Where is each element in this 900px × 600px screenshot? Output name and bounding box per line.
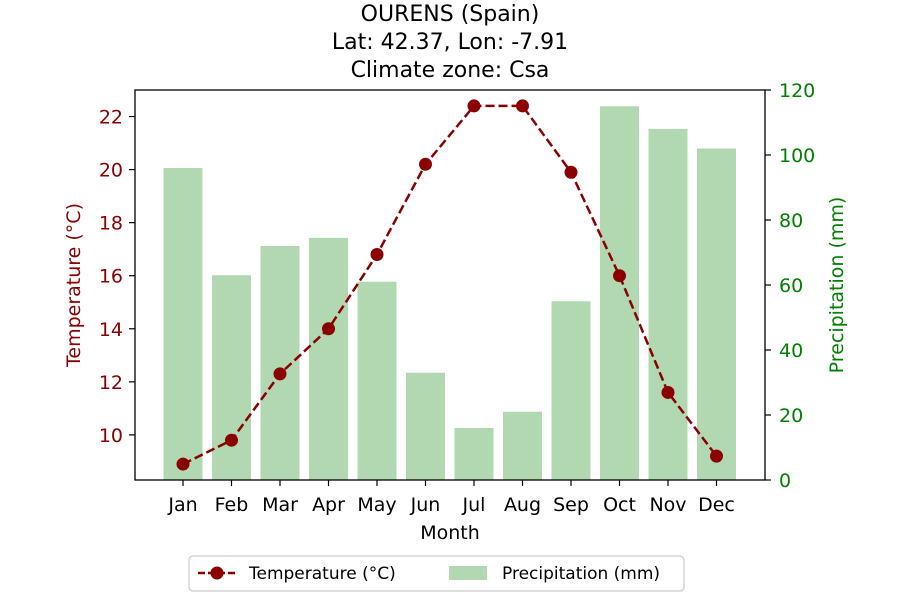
precip-bar-jan: [163, 168, 203, 480]
precip-bar-may: [357, 281, 397, 480]
legend-box: [188, 555, 685, 592]
y-right-tick-label-0: 0: [779, 470, 791, 492]
temp-point-nov: [661, 385, 675, 399]
temp-point-dec: [710, 449, 723, 463]
x-tick-label-jul: Jul: [462, 494, 486, 516]
chart-title: OURENS (Spain) Lat: 42.37, Lon: -7.91 Cl…: [332, 2, 568, 83]
legend: Temperature (°C) Precipitation (mm): [188, 555, 685, 592]
y-left-tick-label-16: 16: [99, 266, 123, 288]
precip-bar-jun: [406, 372, 445, 480]
x-tick-label-jun: Jun: [410, 494, 441, 516]
y-left-tick-label-14: 14: [99, 319, 123, 341]
temp-point-feb: [225, 433, 238, 447]
precip-bar-aug: [503, 411, 542, 480]
temperature-series-line: [182, 104, 718, 466]
x-tick-label-aug: Aug: [504, 494, 541, 516]
legend-temperature-marker-icon: [210, 566, 224, 580]
x-axis: Jan Feb Mar Apr May Jun Jul Aug Sep Oct Nov Dec: [167, 480, 735, 516]
precip-bar-nov: [648, 129, 688, 480]
y-axis-right-label: Precipitation (mm): [826, 197, 848, 374]
y-axis-right: 0 20 40 60 80 100 120: [765, 80, 815, 492]
y-right-tick-label-100: 100: [779, 145, 815, 167]
y-right-tick-label-80: 80: [779, 210, 803, 232]
y-right-tick-label-40: 40: [779, 340, 803, 362]
temp-point-may: [370, 247, 384, 261]
temp-point-jul: [467, 99, 481, 113]
temp-point-jan: [176, 457, 190, 471]
precip-bar-oct: [600, 106, 639, 480]
temp-point-oct: [613, 269, 626, 283]
precip-bar-feb: [212, 275, 251, 480]
legend-precipitation-label: Precipitation (mm): [502, 564, 660, 584]
y-right-tick-label-20: 20: [779, 405, 803, 427]
y-left-tick-label-20: 20: [99, 160, 123, 182]
x-tick-label-sep: Sep: [553, 494, 589, 516]
x-axis-label: Month: [420, 522, 480, 544]
legend-temperature-label: Temperature (°C): [248, 564, 396, 584]
x-tick-label-oct: Oct: [603, 494, 636, 516]
y-right-tick-label-120: 120: [779, 80, 815, 102]
chart-title-line-2: Lat: 42.37, Lon: -7.91: [332, 30, 568, 55]
y-left-tick-label-22: 22: [99, 107, 123, 129]
x-tick-label-nov: Nov: [649, 494, 686, 516]
legend-precipitation-patch-icon: [449, 566, 487, 580]
temp-point-jun: [419, 157, 432, 171]
y-left-tick-label-10: 10: [99, 425, 123, 447]
precip-bar-apr: [309, 237, 348, 480]
temp-point-aug: [516, 99, 529, 113]
y-right-tick-label-60: 60: [779, 275, 803, 297]
temp-point-sep: [564, 165, 578, 179]
x-tick-label-jan: Jan: [167, 494, 197, 516]
precip-bar-mar: [260, 246, 300, 480]
temp-point-mar: [273, 367, 287, 381]
temp-point-apr: [322, 322, 335, 336]
x-tick-label-feb: Feb: [215, 494, 249, 516]
x-tick-label-may: May: [357, 494, 396, 516]
x-tick-label-mar: Mar: [262, 494, 298, 516]
precip-bar-jul: [454, 428, 494, 480]
x-tick-label-dec: Dec: [698, 494, 735, 516]
y-axis-left-label: Temperature (°C): [63, 203, 85, 368]
precipitation-bars: [163, 106, 736, 480]
precip-bar-dec: [697, 148, 736, 480]
y-left-tick-label-12: 12: [99, 372, 123, 394]
temperature-line: [176, 99, 723, 471]
chart-title-line-1: OURENS (Spain): [361, 2, 540, 27]
y-axis-left: 10 12 14 16 18 20 22: [99, 107, 135, 447]
y-left-tick-label-18: 18: [99, 213, 123, 235]
chart-title-line-3: Climate zone: Csa: [351, 58, 550, 83]
precip-bar-sep: [551, 301, 591, 480]
x-tick-label-apr: Apr: [312, 494, 345, 516]
